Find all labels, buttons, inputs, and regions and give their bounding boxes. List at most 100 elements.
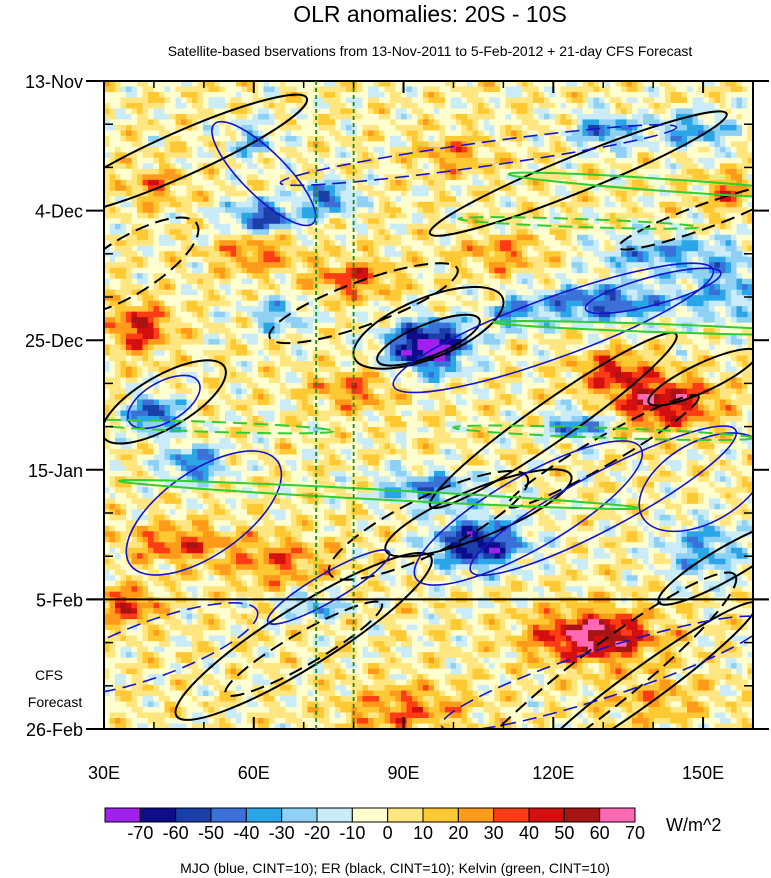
heatmap-cell [357,284,364,291]
heatmap-cell [137,223,144,230]
heatmap-cell [450,289,457,296]
heatmap-cell [241,119,248,126]
heatmap-cell [230,212,237,219]
heatmap-cell [291,97,298,104]
heatmap-cell [582,212,589,219]
heatmap-cell [329,86,336,93]
heatmap-cell [489,81,496,88]
heatmap-cell [544,240,551,247]
heatmap-cell [401,273,408,280]
heatmap-cell [428,108,435,115]
heatmap-cell [720,135,727,143]
heatmap-cell [725,256,732,263]
heatmap-cell [643,190,650,197]
heatmap-cell [192,289,199,296]
heatmap-cell [318,157,325,164]
heatmap-cell [318,218,325,225]
heatmap-cell [395,251,402,258]
heatmap-cell [676,86,683,93]
heatmap-cell [527,130,534,137]
heatmap-cell [164,284,171,291]
heatmap-cell [725,146,732,153]
heatmap-cell [280,124,287,132]
heatmap-cell [566,201,573,208]
heatmap-cell [665,163,672,170]
heatmap-cell [324,284,331,291]
heatmap-cell [538,251,545,258]
heatmap-cell [742,218,749,225]
heatmap-cell [610,91,617,99]
heatmap-cell [362,86,369,93]
heatmap-cell [439,135,446,143]
heatmap-cell [307,306,314,313]
heatmap-cell [357,234,364,241]
heatmap-cell [395,130,402,137]
heatmap-cell [676,196,683,203]
heatmap-cell [307,229,314,236]
heatmap-cell [681,218,688,225]
heatmap-cell [720,185,727,192]
heatmap-cell [186,212,193,219]
heatmap-cell [346,218,353,225]
heatmap-cell [186,124,193,132]
heatmap-cell [159,91,166,99]
heatmap-cell [522,146,529,153]
heatmap-cell [181,146,188,153]
heatmap-cell [263,157,270,164]
heatmap-cell [214,295,221,302]
heatmap-cell [137,240,144,247]
heatmap-cell [313,196,320,203]
heatmap-cell [170,196,177,203]
heatmap-cell [736,168,743,175]
heatmap-cell [417,223,424,230]
heatmap-cell [615,212,622,219]
heatmap-cell [368,108,375,115]
heatmap-cell [417,157,424,164]
heatmap-cell [164,278,171,285]
heatmap-cell [604,141,611,148]
heatmap-cell [577,91,584,99]
heatmap-cell [263,185,270,192]
heatmap-cell [406,190,413,197]
heatmap-cell [472,168,479,175]
heatmap-cell [384,289,391,296]
heatmap-cell [428,157,435,164]
heatmap-cell [225,102,232,110]
heatmap-cell [164,86,171,93]
heatmap-cell [137,179,144,186]
heatmap-cell [412,201,419,208]
heatmap-cell [192,262,199,269]
heatmap-cell [296,141,303,148]
heatmap-cell [115,141,122,148]
heatmap-cell [423,141,430,148]
heatmap-cell [522,196,529,203]
heatmap-cell [384,185,391,192]
heatmap-cell [406,218,413,225]
heatmap-cell [148,113,155,121]
heatmap-cell [406,245,413,252]
heatmap-cell [131,124,138,132]
heatmap-cell [461,190,468,197]
heatmap-cell [577,289,584,296]
heatmap-cell [159,256,166,263]
heatmap-cell [318,273,325,280]
heatmap-cell [445,300,452,307]
heatmap-cell [698,135,705,143]
heatmap-cell [489,262,496,269]
heatmap-cell [241,240,248,247]
heatmap-cell [230,130,237,137]
heatmap-cell [208,163,215,170]
heatmap-cell [104,311,111,318]
heatmap-cell [335,284,342,291]
heatmap-cell [285,245,292,252]
heatmap-cell [423,86,430,93]
heatmap-cell [109,108,116,115]
heatmap-cell [450,251,457,258]
heatmap-cell [456,152,463,159]
heatmap-cell [219,146,226,153]
heatmap-cell [747,273,753,280]
heatmap-cell [450,223,457,230]
heatmap-cell [549,218,556,225]
heatmap-cell [500,201,507,208]
heatmap-cell [329,212,336,219]
